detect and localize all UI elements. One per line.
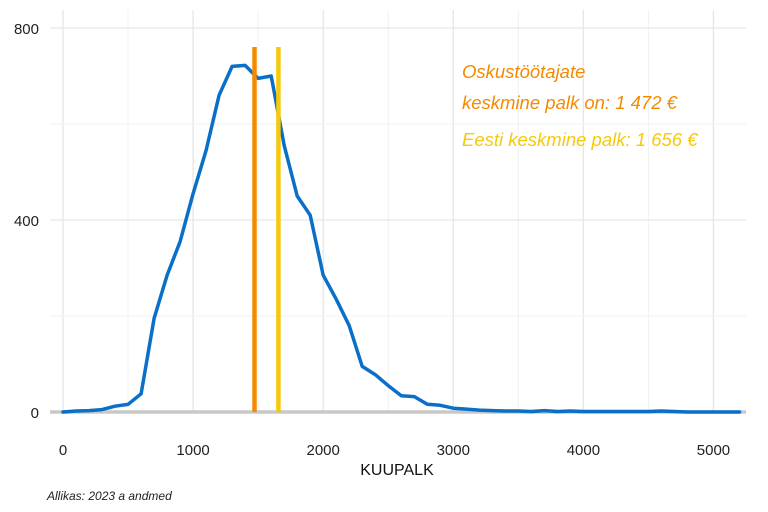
x-tick-label: 3000 (437, 442, 470, 459)
x-tick-label: 1000 (176, 442, 209, 459)
y-tick-label: 400 (14, 213, 39, 230)
annotation-text: Eesti keskmine palk: 1 656 € (462, 129, 699, 150)
annotation-text: Oskustöötajate (462, 61, 585, 82)
axis-ticks: 0 1000 2000 3000 4000 5000 0 400 800 (14, 21, 730, 459)
y-tick-label: 800 (14, 21, 39, 38)
x-tick-label: 4000 (567, 442, 600, 459)
source-note: Allikas: 2023 a andmed (46, 489, 172, 503)
x-axis-title: KUUPALK (360, 462, 434, 479)
annotations: Oskustöötajate keskmine palk on: 1 472 €… (462, 61, 699, 150)
gridlines (50, 10, 746, 414)
reference-lines (252, 47, 281, 412)
x-tick-label: 2000 (307, 442, 340, 459)
y-tick-label: 0 (31, 405, 39, 422)
x-tick-label: 0 (59, 442, 67, 459)
x-tick-label: 5000 (697, 442, 730, 459)
annotation-text: keskmine palk on: 1 472 € (462, 92, 679, 113)
salary-density-line (61, 63, 742, 414)
